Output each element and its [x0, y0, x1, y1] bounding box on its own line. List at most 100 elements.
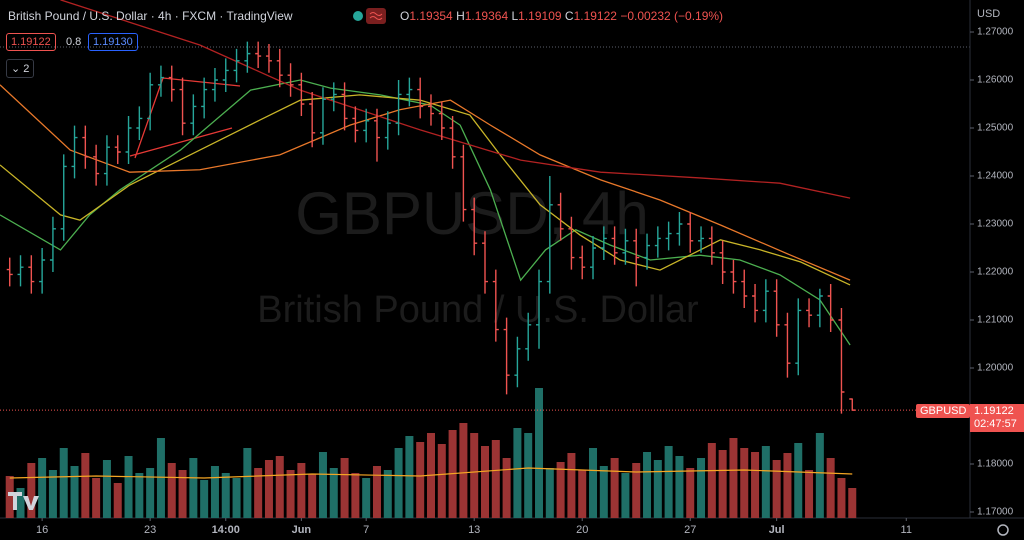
ohlc-bar	[201, 77, 208, 119]
ohlc-bar	[600, 226, 607, 260]
volume-bar	[502, 458, 511, 518]
sell-button[interactable]: 1.19122	[6, 33, 56, 51]
ohlc-bar	[816, 288, 823, 328]
moving-average	[0, 84, 851, 281]
x-tick-label: 16	[36, 524, 48, 536]
ohlc-bar	[330, 82, 337, 112]
indicators-toggle[interactable]: ⌄ 2	[6, 59, 35, 78]
volume-bar	[599, 466, 608, 518]
volume-bar	[805, 470, 814, 518]
data-badge[interactable]	[366, 8, 386, 24]
volume-bar	[707, 443, 716, 518]
volume-bar	[545, 468, 554, 518]
ohlc-bar	[427, 94, 434, 126]
ohlc-bar	[784, 312, 791, 378]
volume-bar	[38, 458, 47, 518]
volume-bar	[610, 458, 619, 518]
symbol-title[interactable]: British Pound / U.S. Dollar · 4h · FXCM …	[8, 9, 293, 23]
ohlc-bar	[503, 317, 510, 395]
ohlc-bar	[384, 111, 391, 150]
ohlc-value: 1.19354	[409, 9, 453, 23]
ohlc-bar	[125, 116, 132, 165]
ohlc-bar	[190, 94, 197, 136]
y-tick-label: 1.24000	[977, 171, 1014, 182]
volume-bar	[848, 488, 857, 518]
volume-bar	[383, 470, 392, 518]
volume-bar	[286, 470, 295, 518]
ohlc-bar	[179, 77, 186, 136]
volume-bar	[491, 440, 500, 518]
ohlc-bar	[298, 72, 305, 117]
ohlc-bar	[795, 298, 802, 376]
x-tick-label: 7	[363, 524, 369, 536]
ohlc-bar	[136, 106, 143, 141]
ohlc-bar	[525, 312, 532, 361]
ohlc-bar	[103, 135, 110, 186]
ohlc-key: O	[400, 9, 410, 23]
volume-bar	[772, 460, 781, 518]
ohlc-bar	[28, 255, 35, 294]
volume-bar	[275, 456, 284, 518]
volume-bar	[135, 473, 144, 518]
volume-bar	[740, 448, 749, 518]
y-tick-label: 1.21000	[977, 315, 1014, 326]
volume-ma	[9, 467, 853, 479]
volume-bar	[535, 388, 544, 518]
ohlc-bar	[741, 269, 748, 308]
market-status	[353, 11, 363, 21]
volume-bar	[556, 462, 565, 518]
ohlc-bar	[147, 72, 154, 131]
ohlc-bar	[373, 108, 380, 162]
volume-bar	[124, 456, 133, 518]
ohlc-bar	[654, 226, 661, 258]
volume-bar	[751, 452, 760, 518]
volume-bar	[826, 458, 835, 518]
ohlc-bar	[827, 283, 834, 332]
volume-bar	[243, 448, 252, 518]
ohlc-bar	[698, 226, 705, 253]
y-tick-label: 1.17000	[977, 507, 1014, 518]
ohlc-bar	[849, 398, 856, 411]
ohlc-bar	[211, 68, 218, 102]
settings-icon[interactable]	[997, 524, 1009, 536]
ohlc-bar	[287, 63, 294, 97]
volume-bar	[308, 474, 317, 518]
y-tick-label: 1.20000	[977, 363, 1014, 374]
y-tick-label: 1.25000	[977, 123, 1014, 134]
ohlc-bar	[265, 44, 272, 73]
change: −0.00232 (−0.19%)	[620, 9, 724, 23]
y-tick-label: 1.18000	[977, 459, 1014, 470]
moving-average	[60, 0, 851, 199]
volume-bar	[578, 470, 587, 518]
ohlc-bar	[39, 248, 46, 294]
volume-bar	[632, 463, 641, 518]
volume-bar	[167, 463, 176, 518]
ohlc-bar	[114, 135, 121, 165]
data-badge-icon	[369, 12, 383, 20]
tradingview-logo[interactable]	[8, 492, 39, 510]
volume-bar	[372, 466, 381, 518]
volume-bar	[254, 468, 263, 518]
ohlc-bar	[546, 176, 553, 294]
volume-bar	[102, 460, 111, 518]
volume-bar	[653, 460, 662, 518]
volume-bar	[481, 446, 489, 518]
volume-bar	[524, 433, 533, 518]
last-price: 1.19122	[974, 405, 1014, 417]
ohlc-bar	[557, 192, 564, 241]
volume-bar	[697, 458, 706, 518]
ohlc-bar	[341, 82, 348, 131]
ohlc-bar	[244, 41, 251, 73]
ohlc-bar	[665, 221, 672, 251]
volume-bar	[297, 463, 306, 518]
buy-button[interactable]: 1.19130	[88, 33, 138, 51]
volume-bar	[156, 438, 165, 518]
currency[interactable]: USD	[977, 8, 1001, 20]
volume-bar	[200, 480, 209, 518]
volume-bar	[329, 468, 338, 518]
ohlc-bar	[611, 226, 618, 265]
volume-bar	[643, 452, 652, 518]
volume-bar	[81, 453, 90, 518]
